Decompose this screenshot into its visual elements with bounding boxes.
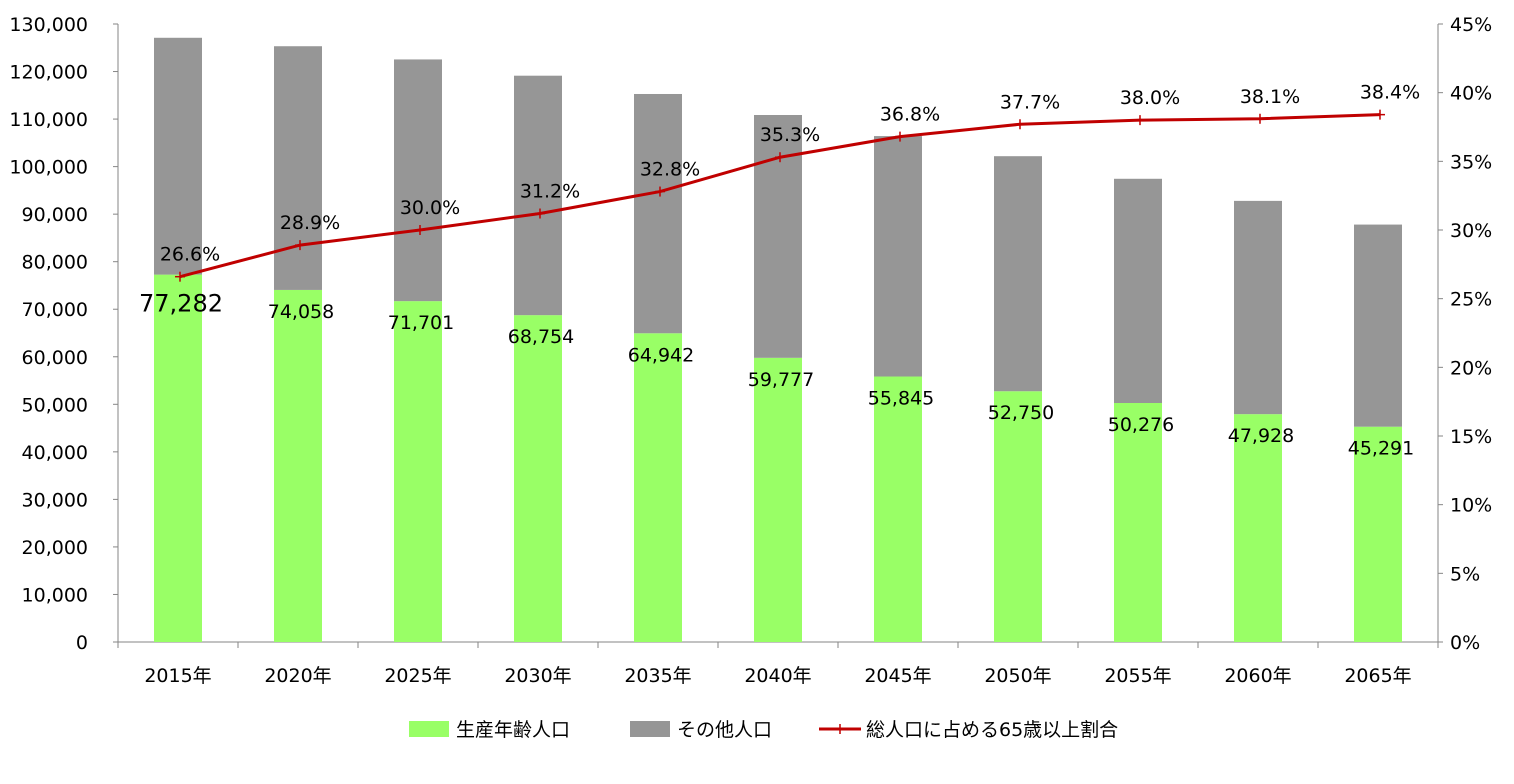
x-tick-label: 2020年: [264, 665, 331, 687]
data-label-elderly-ratio: 37.7%: [1000, 91, 1060, 113]
legend-label-working-age: 生産年齢人口: [456, 719, 570, 741]
y-right-tick-label: 10%: [1450, 495, 1492, 517]
bar-other: [754, 115, 802, 358]
y-right-tick-label: 0%: [1450, 632, 1480, 654]
y-left-tick-label: 70,000: [22, 299, 88, 321]
legend-label-other: その他人口: [677, 719, 772, 741]
bar-working-age: [154, 274, 202, 642]
data-label-working-age: 68,754: [508, 326, 574, 348]
y-left-tick-label: 120,000: [9, 62, 88, 84]
x-tick-label: 2015年: [144, 665, 211, 687]
bar-working-age: [874, 376, 922, 642]
bar-other: [154, 37, 202, 275]
bar-working-age: [1354, 426, 1402, 642]
legend-swatch-working-age: [409, 721, 449, 737]
bar-working-age: [634, 333, 682, 642]
data-label-working-age: 77,282: [139, 290, 223, 318]
y-left-tick-label: 10,000: [22, 584, 88, 606]
bar-other: [1234, 200, 1282, 415]
x-tick-label: 2065年: [1344, 665, 1411, 687]
bar-other: [274, 46, 322, 290]
x-tick-label: 2035年: [624, 665, 691, 687]
bar-other: [634, 93, 682, 334]
legend-label-elderly-ratio: 総人口に占める65歳以上割合: [866, 719, 1118, 741]
bar-other: [394, 59, 442, 302]
data-label-working-age: 55,845: [868, 388, 934, 410]
y-left-tick-label: 50,000: [22, 394, 88, 416]
bar-working-age: [1114, 402, 1162, 642]
x-tick-label: 2060年: [1224, 665, 1291, 687]
x-tick-label: 2030年: [504, 665, 571, 687]
y-right-tick-label: 15%: [1450, 426, 1492, 448]
data-label-working-age: 74,058: [268, 301, 334, 323]
y-left-tick-label: 110,000: [9, 109, 88, 131]
bar-other: [1354, 224, 1402, 427]
bar-other: [994, 156, 1042, 392]
bar-working-age: [1234, 414, 1282, 642]
data-label-working-age: 59,777: [748, 369, 814, 391]
bar-other: [514, 75, 562, 316]
y-right-tick-label: 5%: [1450, 563, 1480, 585]
data-label-elderly-ratio: 26.6%: [160, 244, 220, 266]
bar-other: [874, 136, 922, 377]
y-right-tick-label: 45%: [1450, 14, 1492, 36]
data-label-elderly-ratio: 35.3%: [760, 124, 820, 146]
data-label-working-age: 45,291: [1348, 438, 1414, 460]
data-label-elderly-ratio: 31.2%: [520, 181, 580, 203]
y-left-tick-label: 80,000: [22, 252, 88, 274]
y-left-tick-label: 100,000: [9, 157, 88, 179]
y-left-tick-label: 20,000: [22, 537, 88, 559]
x-tick-label: 2045年: [864, 665, 931, 687]
data-label-elderly-ratio: 32.8%: [640, 159, 700, 181]
x-tick-label: 2040年: [744, 665, 811, 687]
data-label-working-age: 71,701: [388, 312, 454, 334]
y-left-tick-label: 30,000: [22, 489, 88, 511]
data-label-elderly-ratio: 38.1%: [1240, 86, 1300, 108]
x-tick-label: 2055年: [1104, 665, 1171, 687]
y-right-tick-label: 40%: [1450, 83, 1492, 105]
y-right-tick-label: 25%: [1450, 289, 1492, 311]
bar-working-age: [514, 315, 562, 642]
y-left-tick-label: 0: [76, 632, 88, 654]
data-label-working-age: 52,750: [988, 402, 1054, 424]
data-label-elderly-ratio: 36.8%: [880, 104, 940, 126]
bar-other: [1114, 178, 1162, 403]
bar-working-age: [274, 289, 322, 642]
y-left-tick-label: 40,000: [22, 442, 88, 464]
bar-working-age: [754, 357, 802, 642]
data-label-elderly-ratio: 38.0%: [1120, 87, 1180, 109]
data-label-working-age: 50,276: [1108, 414, 1174, 436]
y-right-tick-label: 20%: [1450, 357, 1492, 379]
legend-swatch-other: [630, 721, 670, 737]
bar-working-age: [994, 391, 1042, 642]
bar-working-age: [394, 301, 442, 642]
data-label-working-age: 64,942: [628, 344, 694, 366]
data-label-elderly-ratio: 28.9%: [280, 212, 340, 234]
data-label-elderly-ratio: 30.0%: [400, 197, 460, 219]
y-right-tick-label: 30%: [1450, 220, 1492, 242]
y-left-tick-label: 60,000: [22, 347, 88, 369]
data-label-working-age: 47,928: [1228, 425, 1294, 447]
y-left-tick-label: 90,000: [22, 204, 88, 226]
data-label-elderly-ratio: 38.4%: [1360, 82, 1420, 104]
y-left-tick-label: 130,000: [9, 14, 88, 36]
x-tick-label: 2025年: [384, 665, 451, 687]
y-right-tick-label: 35%: [1450, 151, 1492, 173]
x-tick-label: 2050年: [984, 665, 1051, 687]
